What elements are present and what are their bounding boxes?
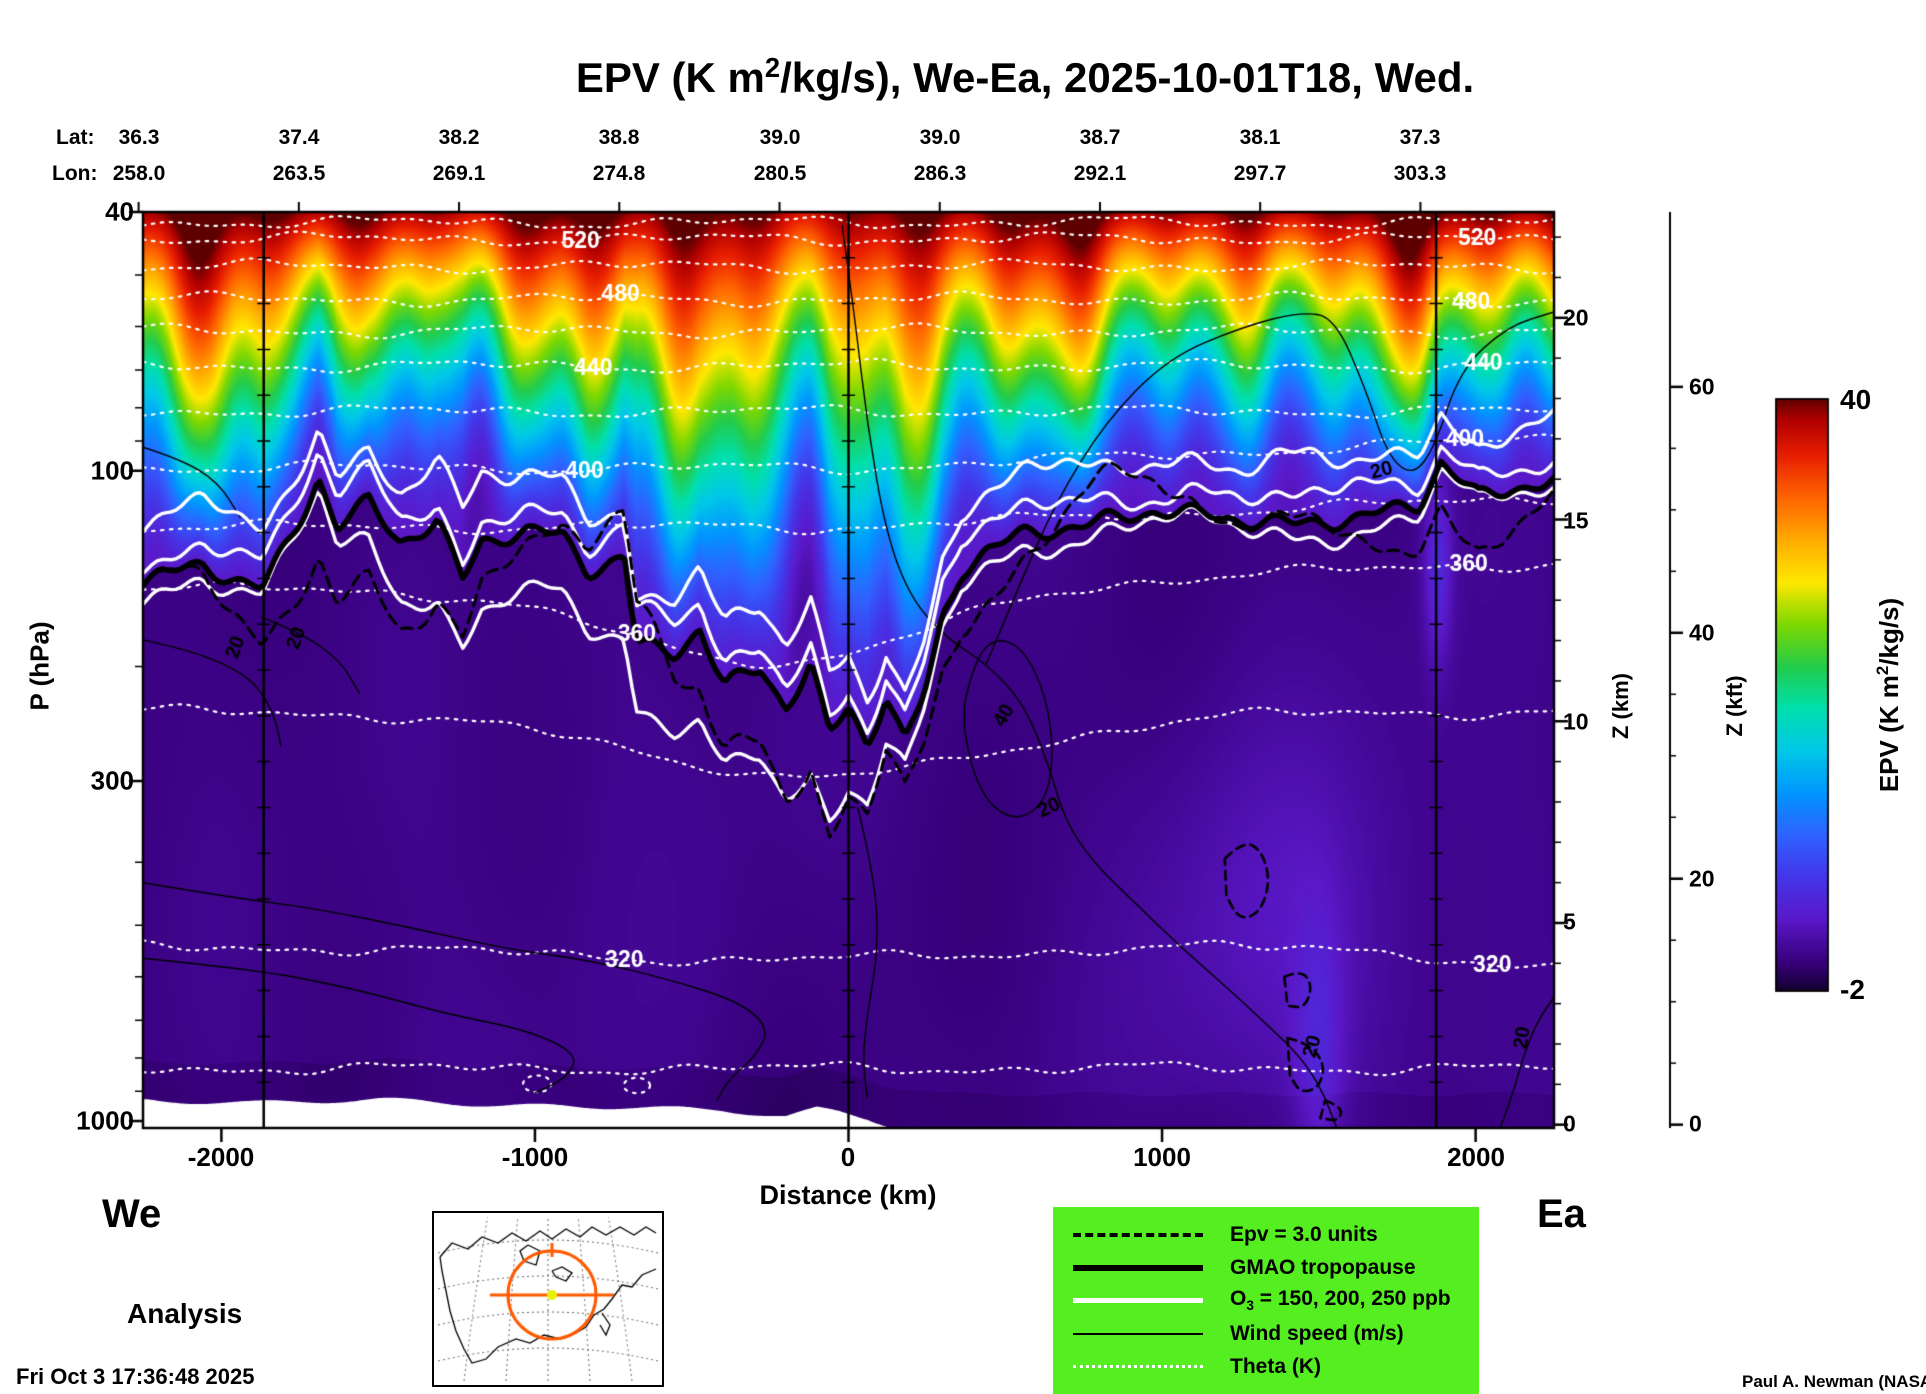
zkft-tick-60: 60 <box>1689 373 1715 400</box>
dashed-line-sample <box>1069 1232 1206 1237</box>
lon-value-1: 263.5 <box>272 162 326 185</box>
x-tick-neg1000: -1000 <box>501 1142 569 1172</box>
zkft-tick-20: 20 <box>1689 865 1715 892</box>
lon-value-2: 269.1 <box>432 162 486 185</box>
zkm-tick-5: 5 <box>1563 908 1576 935</box>
x-tick-neg2000: -2000 <box>187 1142 255 1172</box>
colorbar-max-label: 40 <box>1840 384 1872 415</box>
lon-value-7: 297.7 <box>1233 162 1287 185</box>
legend-item-tropopause: GMAO tropopause <box>1053 1251 1479 1284</box>
lon-value-8: 303.3 <box>1393 162 1447 185</box>
zkft-axis-label: Z (kft) <box>1722 675 1747 737</box>
legend-label-epv3: Epv = 3.0 units <box>1230 1222 1378 1246</box>
ozone-label-text: O <box>1230 1287 1247 1311</box>
lon-value-3: 274.8 <box>592 162 646 185</box>
ozone-label-text-2: = 150, 200, 250 ppb <box>1253 1287 1451 1311</box>
colorbar-label-text-2: /kg/s) <box>1873 597 1904 666</box>
location-map-inset <box>432 1211 664 1387</box>
x-axis-label: Distance (km) <box>759 1180 937 1210</box>
colorbar-min-label: -2 <box>1840 974 1865 1005</box>
y-tick-40: 40 <box>105 196 134 227</box>
zkft-tick-40: 40 <box>1689 619 1715 646</box>
dotted-line-sample <box>1069 1365 1206 1368</box>
lon-value-5: 286.3 <box>913 162 967 185</box>
legend-item-epv3: Epv = 3.0 units <box>1053 1218 1479 1251</box>
y-tick-300: 300 <box>90 765 134 796</box>
x-tick-2000: 2000 <box>1447 1142 1505 1172</box>
colorbar-label-text: EPV (K m <box>1873 675 1904 793</box>
lat-value-8: 37.3 <box>1399 126 1441 149</box>
page-title: EPV (K m2/kg/s), We-Ea, 2025-10-01T18, W… <box>576 52 1474 102</box>
legend-item-theta: Theta (K) <box>1053 1350 1479 1383</box>
zkft-tick-0: 0 <box>1689 1110 1702 1137</box>
y-tick-100: 100 <box>90 455 134 486</box>
lat-value-2: 38.2 <box>438 126 480 149</box>
lat-value-0: 36.3 <box>118 126 160 149</box>
title-superscript: 2 <box>764 52 781 83</box>
lat-value-4: 39.0 <box>759 126 801 149</box>
zkm-tick-0: 0 <box>1563 1110 1576 1137</box>
white-line-sample <box>1069 1298 1206 1303</box>
thick-line-sample <box>1069 1264 1206 1271</box>
timestamp: Fri Oct 3 17:36:48 2025 <box>16 1364 255 1389</box>
ozone-label-subscript: 3 <box>1246 1298 1254 1314</box>
legend-box: Epv = 3.0 units GMAO tropopause O3 = 150… <box>1053 1207 1479 1394</box>
east-endpoint-label: Ea <box>1537 1192 1586 1236</box>
lat-value-6: 38.7 <box>1079 126 1121 149</box>
colorbar-axis-label: EPV (K m2/kg/s) <box>1873 598 1905 792</box>
lon-value-0: 258.0 <box>112 162 166 185</box>
x-tick-0: 0 <box>840 1142 856 1172</box>
legend-item-ozone: O3 = 150, 200, 250 ppb <box>1053 1284 1479 1317</box>
lat-value-3: 38.8 <box>598 126 640 149</box>
west-endpoint-label: We <box>102 1192 162 1236</box>
zkm-tick-10: 10 <box>1563 708 1589 735</box>
lon-row-label: Lon: <box>52 162 98 185</box>
title-text: EPV (K m <box>575 54 765 101</box>
lat-value-1: 37.4 <box>278 126 320 149</box>
zkm-axis-label: Z (km) <box>1608 673 1633 739</box>
thin-line-sample <box>1069 1332 1206 1335</box>
lat-row-label: Lat: <box>56 126 95 149</box>
colorbar-label-superscript: 2 <box>1873 665 1893 676</box>
zkm-tick-20: 20 <box>1563 304 1589 331</box>
y-axis-label: P (hPa) <box>24 621 55 711</box>
legend-item-wind: Wind speed (m/s) <box>1053 1317 1479 1350</box>
lon-value-6: 292.1 <box>1073 162 1127 185</box>
lat-value-5: 39.0 <box>919 126 961 149</box>
title-text-2: /kg/s), We-Ea, 2025-10-01T18, Wed. <box>780 54 1475 101</box>
y-tick-1000: 1000 <box>76 1105 134 1136</box>
legend-label-tropopause: GMAO tropopause <box>1230 1255 1416 1279</box>
credit: Paul A. Newman (NASA <box>1742 1372 1926 1391</box>
legend-label-theta: Theta (K) <box>1230 1354 1321 1378</box>
legend-label-ozone: O3 = 150, 200, 250 ppb <box>1230 1287 1451 1313</box>
x-tick-1000: 1000 <box>1133 1142 1191 1172</box>
lon-value-4: 280.5 <box>753 162 807 185</box>
legend-label-wind: Wind speed (m/s) <box>1230 1321 1404 1345</box>
zkm-tick-15: 15 <box>1563 507 1589 534</box>
analysis-label: Analysis <box>127 1298 243 1329</box>
lat-value-7: 38.1 <box>1239 126 1281 149</box>
